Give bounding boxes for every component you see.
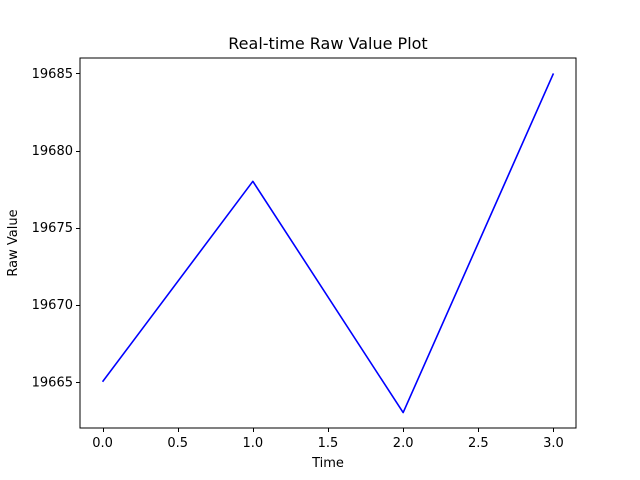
y-tick-label: 19680	[32, 144, 73, 159]
y-tick-label: 19670	[32, 298, 73, 313]
plot-area: 0.0 0.5 1.0 1.5 2.0 2.5 3.0 196651967019675196…	[32, 57, 577, 451]
y-tick-label: 19675	[32, 221, 73, 236]
x-tick-label: 2.0	[393, 436, 414, 451]
series-layer	[101, 73, 555, 414]
x-tick-label: 3.0	[543, 436, 564, 451]
x-tick-label: 2.5	[468, 436, 489, 451]
x-tick-label: 0.5	[167, 436, 188, 451]
series-line-0	[101, 73, 555, 414]
y-axis-ticks: 19665 19670 19675 19680 19685	[32, 67, 80, 390]
y-axis-label: Raw Value	[6, 209, 21, 276]
x-axis-ticks: 0.0 0.5 1.0 1.5 2.0 2.5 3.0	[92, 428, 564, 451]
x-axis-label: Time	[311, 456, 344, 471]
chart-title: Real-time Raw Value Plot	[228, 34, 427, 53]
y-tick-label: 19685	[32, 67, 73, 82]
x-tick-label: 0.0	[92, 436, 113, 451]
x-tick-label: 1.0	[243, 436, 264, 451]
x-tick-label: 1.5	[318, 436, 339, 451]
y-tick-label: 19665	[32, 375, 73, 390]
axes-frame	[79, 57, 577, 429]
